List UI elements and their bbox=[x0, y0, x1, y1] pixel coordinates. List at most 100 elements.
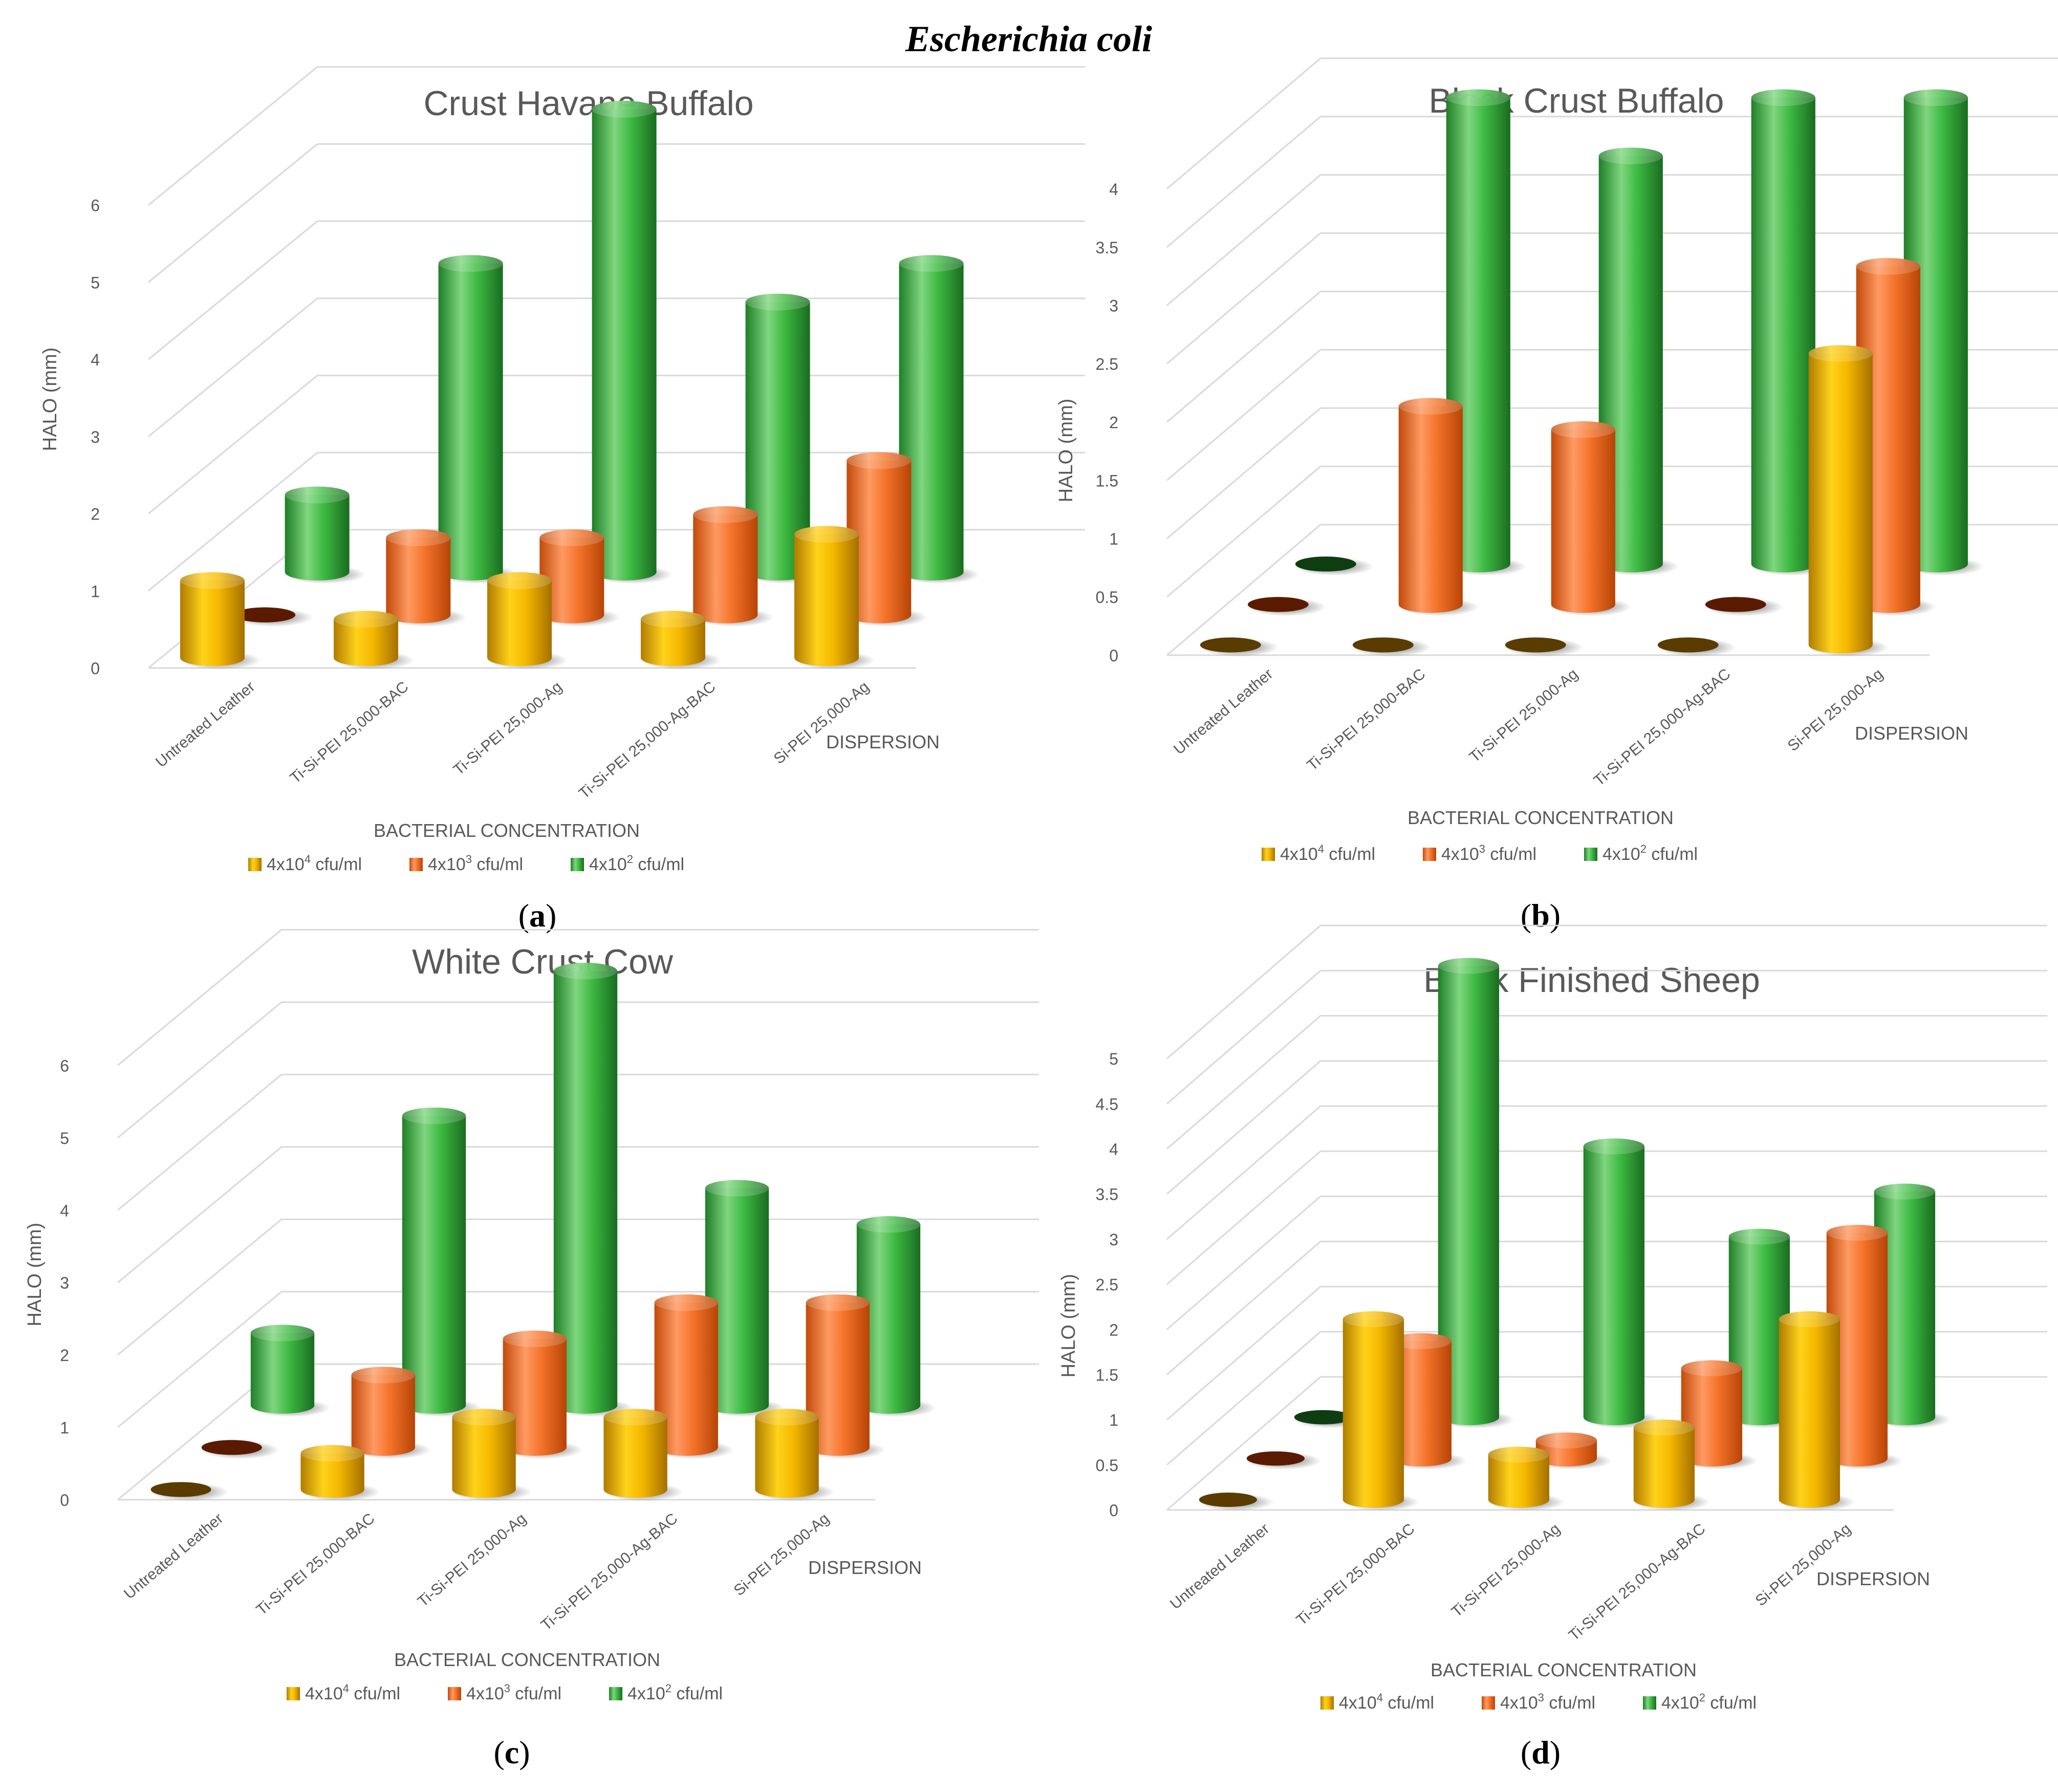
chart-2-bar-top-s1-c4 bbox=[806, 1294, 870, 1311]
chart-2-bar-body-s2-c3 bbox=[705, 1188, 769, 1414]
chart-0-legend: 4x104 cfu/ml 4x103 cfu/ml 4x102 cfu/ml bbox=[248, 853, 684, 874]
chart-3-grid-side-3 bbox=[1166, 1241, 1321, 1375]
chart-0-bar-body-s1-c1 bbox=[386, 537, 451, 623]
chart-3-bar-s2-c4 bbox=[1874, 1183, 1951, 1429]
chart-3-bar-flat-s0-c0 bbox=[1199, 1493, 1258, 1507]
chart-2-legend-unit-0: cfu/ml bbox=[349, 1684, 400, 1703]
chart-3-bar-top-hl-s1-c3 bbox=[1681, 1360, 1743, 1376]
chart-2-xlabel: BACTERIAL CONCENTRATION bbox=[394, 1649, 660, 1670]
chart-3-xtick-4: Si-PEI 25,000-Ag bbox=[1752, 1520, 1854, 1609]
chart-3-bar-top-hl-s1-c2 bbox=[1535, 1432, 1597, 1449]
chart-0-legend-label-0: 4x104 cfu/ml bbox=[267, 853, 362, 874]
chart-0-bar-s0-c2 bbox=[487, 572, 568, 670]
chart-2-bar-body-s0-c3 bbox=[603, 1417, 667, 1498]
chart-1-legend-base-2: 4x10 bbox=[1602, 845, 1640, 864]
chart-1-legend-exp-0: 4 bbox=[1318, 843, 1324, 855]
chart-2-legend-label-2: 4x102 cfu/ml bbox=[627, 1682, 723, 1703]
chart-3-ytick-6: 3 bbox=[1109, 1230, 1118, 1249]
chart-0-bar-s0-c1 bbox=[334, 611, 415, 670]
chart-0-ytick-3: 3 bbox=[91, 428, 100, 446]
chart-1-legend-exp-2: 2 bbox=[1640, 843, 1647, 855]
chart-2-ytick-5: 5 bbox=[60, 1129, 69, 1148]
chart-2-bar-s1-c2 bbox=[503, 1330, 583, 1459]
chart-0-grid-side-6 bbox=[148, 66, 318, 206]
chart-0-bar-s1-c0 bbox=[232, 607, 313, 627]
chart-1-legend-swatch-1 bbox=[1423, 848, 1436, 861]
chart-2-xtick-1: Ti-Si-PEI 25,000-BAC bbox=[253, 1510, 378, 1618]
chart-3-bar-s1-c1 bbox=[1390, 1333, 1467, 1470]
chart-1-legend-unit-0: cfu/ml bbox=[1324, 845, 1375, 864]
chart-2-legend-unit-1: cfu/ml bbox=[510, 1684, 561, 1703]
chart-0-bar-top-s2-c4 bbox=[899, 255, 964, 272]
chart-3-legend-exp-1: 3 bbox=[1538, 1691, 1544, 1704]
chart-3-bar-top-s2-c3 bbox=[1728, 1228, 1790, 1245]
chart-1-bar-top-s2-c4 bbox=[1903, 89, 1968, 106]
chart-1-ytick-6: 3 bbox=[1109, 297, 1118, 315]
chart-3-legend-label-1: 4x103 cfu/ml bbox=[1500, 1691, 1595, 1713]
chart-2-caption: (c) bbox=[493, 1734, 530, 1771]
chart-0-bar-body-s0-c0 bbox=[180, 580, 245, 666]
chart-1-bars bbox=[1198, 89, 1984, 657]
chart-3-bar-flat-s2-c0 bbox=[1294, 1410, 1353, 1424]
chart-3-xtick-3: Ti-Si-PEI 25,000-Ag-BAC bbox=[1566, 1520, 1709, 1644]
chart-0-bar-top-hl-s2-c3 bbox=[745, 293, 810, 311]
chart-2-caption-letter: c bbox=[505, 1734, 519, 1771]
chart-1-caption: (b) bbox=[1521, 897, 1561, 934]
chart-3-caption-letter: d bbox=[1531, 1734, 1550, 1771]
chart-3-bar-top-s2-c1 bbox=[1438, 958, 1500, 974]
chart-1-bar-flat-s0-c2 bbox=[1505, 637, 1566, 653]
chart-3-bar-body-s2-c2 bbox=[1583, 1146, 1645, 1426]
chart-2-ytick-6: 6 bbox=[60, 1056, 69, 1075]
chart-2-depth-label: DISPERSION bbox=[808, 1557, 922, 1578]
chart-1-ytick-3: 1.5 bbox=[1096, 471, 1118, 490]
chart-1-bar-s1-c3 bbox=[1703, 597, 1784, 616]
chart-2-bar-top-hl-s2-c0 bbox=[250, 1325, 315, 1342]
chart-2-bar-s0-c2 bbox=[452, 1409, 532, 1501]
chart-2-bar-s2-c2 bbox=[553, 962, 634, 1417]
chart-1-legend-unit-1: cfu/ml bbox=[1485, 845, 1536, 864]
chart-2-legend-unit-2: cfu/ml bbox=[671, 1684, 723, 1703]
chart-1-bar-body-s1-c2 bbox=[1551, 429, 1615, 613]
chart-2-bar-body-s2-c1 bbox=[402, 1115, 466, 1414]
chart-0-bar-top-s0-c3 bbox=[641, 611, 705, 628]
chart-2-bar-s1-c1 bbox=[351, 1367, 431, 1459]
chart-0-ytick-2: 2 bbox=[91, 505, 100, 524]
chart-0-bar-top-s1-c3 bbox=[693, 506, 758, 523]
chart-3-bar-body-s1-c4 bbox=[1826, 1233, 1888, 1466]
chart-3-ylabel: HALO (mm) bbox=[1058, 1274, 1079, 1378]
chart-0-grid-side-3 bbox=[148, 297, 318, 438]
chart-2-bar-top-hl-s2-c4 bbox=[856, 1216, 921, 1233]
chart-2-bars bbox=[149, 962, 937, 1501]
chart-3-xtick-0: Untreated Leather bbox=[1167, 1520, 1272, 1613]
chart-3-bar-body-s2-c3 bbox=[1728, 1237, 1790, 1426]
chart-0-legend-unit-2: cfu/ml bbox=[633, 855, 684, 874]
chart-0-legend-unit-0: cfu/ml bbox=[311, 855, 362, 874]
chart-0-bar-body-s2-c3 bbox=[745, 302, 810, 580]
chart-0-ytick-0: 0 bbox=[91, 659, 100, 678]
chart-0-bar-s1-c1 bbox=[386, 529, 467, 627]
chart-3-bar-top-hl-s0-c3 bbox=[1633, 1419, 1695, 1436]
chart-0-legend-swatch-0 bbox=[248, 858, 262, 871]
chart-2-bar-body-s2-c2 bbox=[553, 971, 618, 1414]
chart-2-xtick-0: Untreated Leather bbox=[121, 1510, 226, 1603]
chart-2-bar-top-hl-s2-c1 bbox=[402, 1107, 466, 1125]
chart-0-bar-top-hl-s0-c1 bbox=[334, 611, 398, 628]
chart-3-bar-body-s2-c1 bbox=[1438, 965, 1500, 1426]
chart-2-bar-s1-c0 bbox=[200, 1440, 280, 1459]
chart-3-bar-top-s1-c2 bbox=[1535, 1432, 1597, 1449]
chart-0-bar-top-s2-c3 bbox=[745, 293, 810, 311]
chart-3-bar-s2-c1 bbox=[1438, 958, 1514, 1429]
chart-0-bar-top-s2-c1 bbox=[438, 255, 503, 272]
chart-1-bar-s0-c0 bbox=[1198, 637, 1279, 657]
chart-3-caption: (d) bbox=[1521, 1734, 1561, 1771]
chart-2-bar-s0-c3 bbox=[603, 1409, 683, 1501]
chart-0-caption: (a) bbox=[518, 897, 557, 934]
chart-1-ytick-1: 0.5 bbox=[1096, 588, 1118, 607]
chart-2-bar-body-s2-c4 bbox=[856, 1224, 921, 1414]
chart-2-caption-open: ( bbox=[493, 1734, 504, 1771]
chart-2-bar-body-s1-c1 bbox=[351, 1375, 415, 1456]
chart-2-bar-top-hl-s0-c3 bbox=[603, 1409, 667, 1426]
chart-2-grid-side-2 bbox=[117, 1218, 282, 1356]
chart-1-legend-swatch-0 bbox=[1262, 848, 1275, 861]
chart-2-ytick-3: 3 bbox=[60, 1274, 69, 1292]
